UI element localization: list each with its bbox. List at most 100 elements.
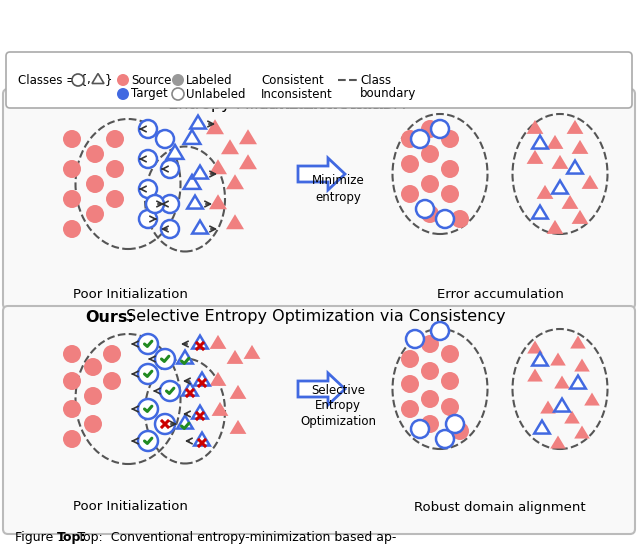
Circle shape bbox=[72, 74, 84, 86]
Circle shape bbox=[160, 381, 180, 401]
Text: Conventional: Entropy Minimization for UDA: Conventional: Entropy Minimization for U… bbox=[138, 95, 502, 113]
Text: Selective Entropy Optimization via Consistency: Selective Entropy Optimization via Consi… bbox=[121, 310, 506, 325]
Polygon shape bbox=[540, 401, 556, 414]
Polygon shape bbox=[192, 165, 208, 178]
Circle shape bbox=[106, 190, 124, 208]
Circle shape bbox=[451, 422, 469, 440]
Polygon shape bbox=[566, 120, 584, 134]
Polygon shape bbox=[182, 382, 198, 396]
Polygon shape bbox=[527, 368, 543, 382]
Polygon shape bbox=[230, 385, 246, 399]
Circle shape bbox=[138, 399, 158, 419]
Text: ,: , bbox=[86, 73, 90, 87]
Polygon shape bbox=[226, 174, 244, 190]
Polygon shape bbox=[532, 206, 548, 219]
Circle shape bbox=[411, 130, 429, 148]
Circle shape bbox=[86, 175, 104, 193]
Polygon shape bbox=[564, 410, 580, 424]
Polygon shape bbox=[532, 135, 548, 149]
Text: Class: Class bbox=[360, 73, 391, 87]
Text: Minimize
entropy: Minimize entropy bbox=[312, 174, 364, 203]
Text: Classes = {: Classes = { bbox=[18, 73, 88, 87]
Circle shape bbox=[84, 415, 102, 433]
Polygon shape bbox=[212, 402, 228, 416]
Polygon shape bbox=[534, 420, 550, 434]
Circle shape bbox=[431, 322, 449, 340]
Polygon shape bbox=[552, 181, 568, 193]
Polygon shape bbox=[177, 415, 193, 429]
Text: Consistent: Consistent bbox=[261, 73, 324, 87]
Circle shape bbox=[139, 120, 157, 138]
Circle shape bbox=[451, 210, 469, 228]
Circle shape bbox=[103, 372, 121, 390]
Polygon shape bbox=[527, 120, 543, 134]
Polygon shape bbox=[562, 195, 579, 209]
Polygon shape bbox=[184, 130, 200, 144]
Polygon shape bbox=[184, 175, 200, 189]
Circle shape bbox=[63, 160, 81, 178]
Polygon shape bbox=[194, 433, 210, 446]
Polygon shape bbox=[572, 210, 588, 224]
Circle shape bbox=[139, 150, 157, 168]
Polygon shape bbox=[527, 150, 543, 164]
Polygon shape bbox=[298, 158, 345, 190]
Polygon shape bbox=[567, 160, 583, 173]
Text: Labeled: Labeled bbox=[186, 73, 232, 87]
Text: Entropy Minimization for UDA: Entropy Minimization for UDA bbox=[163, 97, 405, 111]
Polygon shape bbox=[527, 340, 543, 353]
Polygon shape bbox=[582, 175, 598, 189]
Polygon shape bbox=[554, 399, 570, 411]
Polygon shape bbox=[532, 353, 548, 366]
Circle shape bbox=[103, 345, 121, 363]
Circle shape bbox=[421, 175, 439, 193]
Circle shape bbox=[401, 350, 419, 368]
Polygon shape bbox=[210, 335, 227, 349]
Circle shape bbox=[401, 155, 419, 173]
Circle shape bbox=[401, 375, 419, 393]
Circle shape bbox=[436, 430, 454, 448]
Circle shape bbox=[138, 364, 158, 384]
Circle shape bbox=[421, 205, 439, 223]
Circle shape bbox=[172, 74, 184, 86]
Polygon shape bbox=[550, 353, 566, 366]
Polygon shape bbox=[554, 376, 570, 389]
Circle shape bbox=[63, 400, 81, 418]
Polygon shape bbox=[190, 116, 206, 129]
Circle shape bbox=[63, 430, 81, 448]
FancyBboxPatch shape bbox=[3, 89, 635, 309]
Polygon shape bbox=[194, 372, 210, 386]
Polygon shape bbox=[547, 220, 563, 234]
Polygon shape bbox=[550, 435, 566, 448]
Circle shape bbox=[421, 362, 439, 380]
Polygon shape bbox=[230, 420, 246, 434]
Text: Conventional:: Conventional: bbox=[85, 97, 211, 111]
Text: Error accumulation: Error accumulation bbox=[436, 287, 563, 301]
Polygon shape bbox=[209, 159, 227, 174]
FancyBboxPatch shape bbox=[6, 52, 632, 108]
Circle shape bbox=[421, 145, 439, 163]
Polygon shape bbox=[570, 335, 586, 349]
Circle shape bbox=[401, 185, 419, 203]
Circle shape bbox=[441, 345, 459, 363]
Circle shape bbox=[441, 372, 459, 390]
Circle shape bbox=[117, 88, 129, 100]
Circle shape bbox=[156, 130, 174, 148]
Circle shape bbox=[138, 431, 158, 451]
Polygon shape bbox=[187, 196, 203, 209]
Polygon shape bbox=[239, 129, 257, 144]
Polygon shape bbox=[552, 155, 568, 169]
Circle shape bbox=[106, 130, 124, 148]
Polygon shape bbox=[227, 350, 243, 364]
Circle shape bbox=[84, 358, 102, 376]
Circle shape bbox=[155, 349, 175, 369]
Polygon shape bbox=[584, 392, 600, 405]
Circle shape bbox=[139, 210, 157, 228]
Circle shape bbox=[63, 220, 81, 238]
Circle shape bbox=[441, 160, 459, 178]
Polygon shape bbox=[92, 73, 104, 83]
Text: Source: Source bbox=[131, 73, 172, 87]
Circle shape bbox=[63, 130, 81, 148]
Text: Poor Initialization: Poor Initialization bbox=[72, 500, 188, 514]
Polygon shape bbox=[192, 221, 208, 234]
Polygon shape bbox=[177, 350, 193, 363]
